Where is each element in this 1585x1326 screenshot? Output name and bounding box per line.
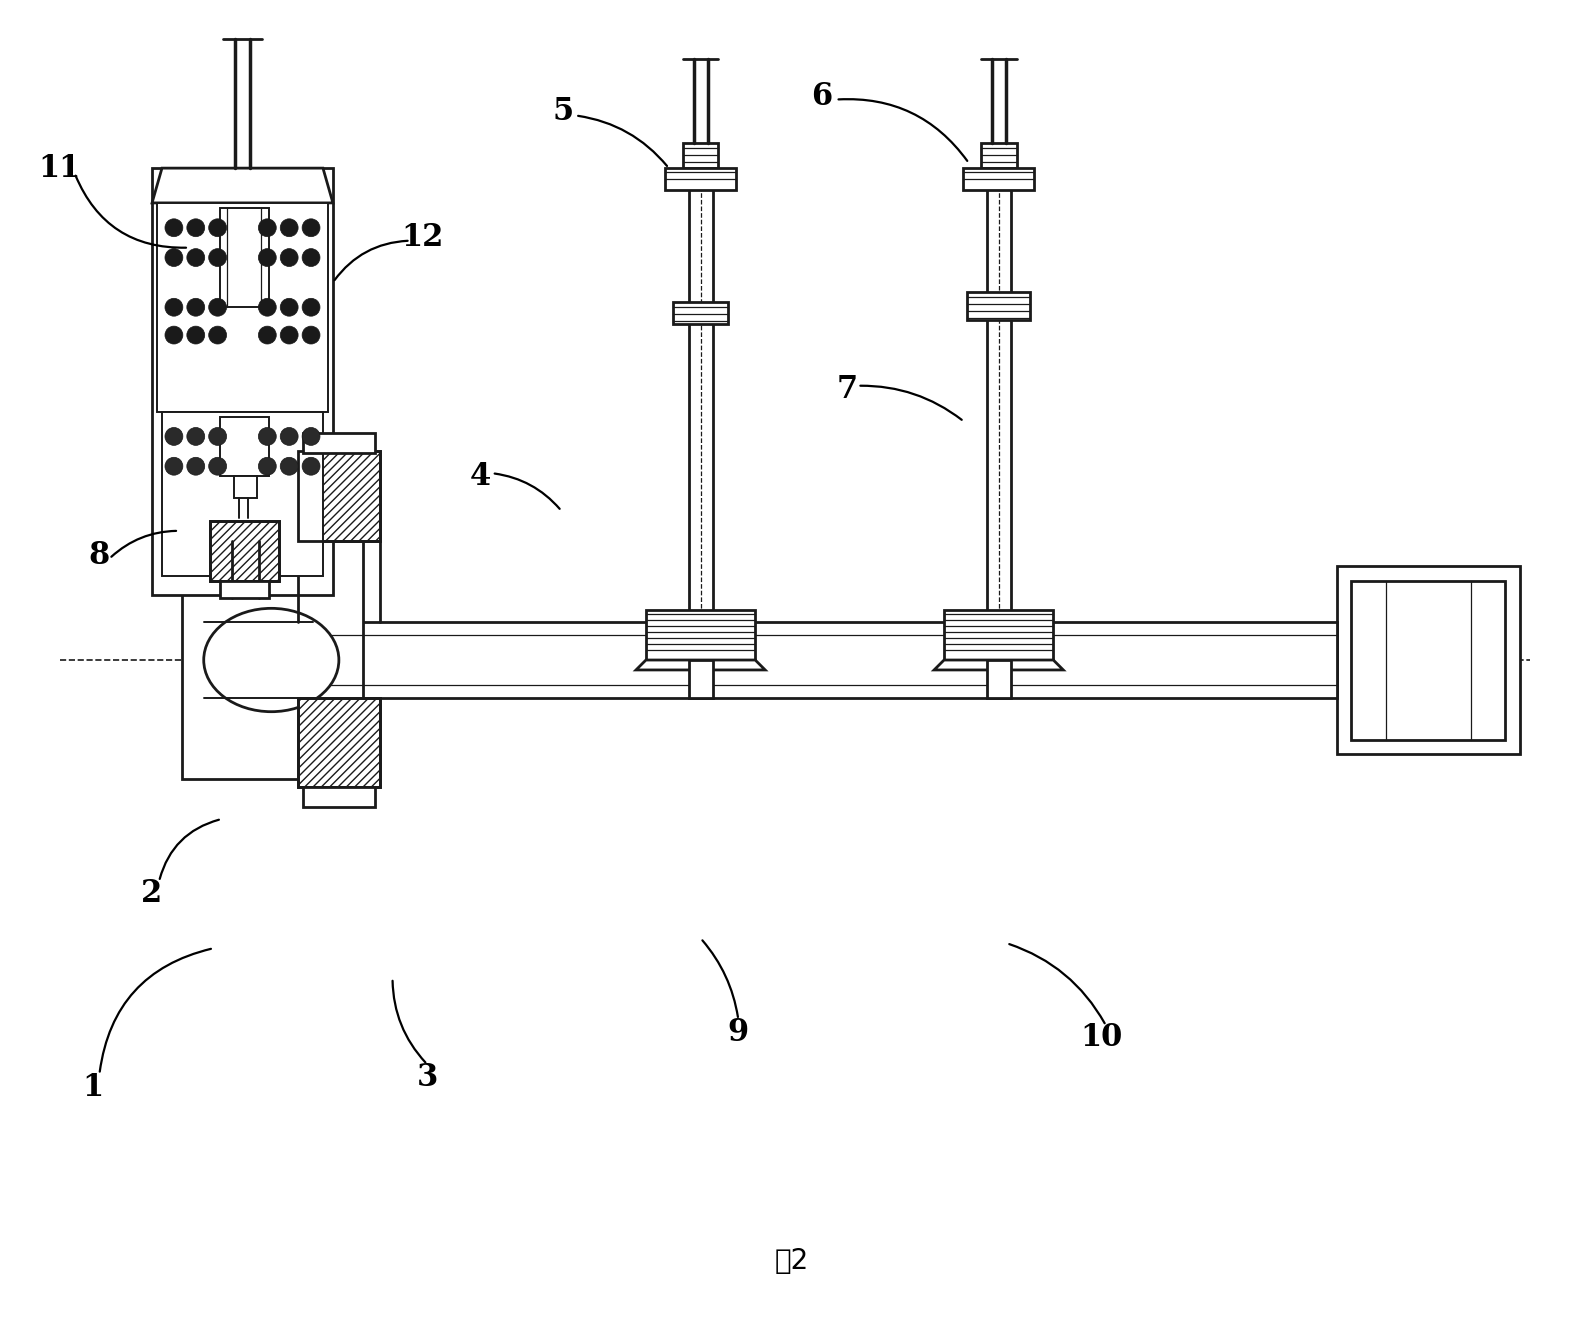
Bar — [303, 434, 374, 453]
Bar — [312, 622, 1336, 697]
Bar — [220, 208, 269, 308]
Text: 4: 4 — [469, 460, 491, 492]
Bar — [1336, 566, 1520, 754]
Bar — [964, 168, 1035, 190]
Bar — [683, 143, 718, 168]
Text: 3: 3 — [417, 1062, 437, 1093]
Ellipse shape — [258, 457, 276, 475]
Ellipse shape — [187, 427, 204, 446]
Polygon shape — [636, 660, 766, 670]
Ellipse shape — [165, 427, 182, 446]
Bar — [220, 581, 269, 598]
Text: 12: 12 — [401, 223, 444, 253]
Bar — [298, 451, 380, 541]
Ellipse shape — [165, 248, 182, 267]
Ellipse shape — [281, 248, 298, 267]
Ellipse shape — [258, 326, 276, 343]
Ellipse shape — [258, 248, 276, 267]
Text: 1: 1 — [82, 1071, 103, 1103]
Ellipse shape — [209, 248, 227, 267]
Bar — [945, 610, 1054, 660]
Bar — [664, 168, 737, 190]
Ellipse shape — [281, 427, 298, 446]
Ellipse shape — [209, 326, 227, 343]
Bar — [298, 697, 380, 788]
Text: 6: 6 — [812, 81, 832, 113]
Text: 图2: 图2 — [775, 1248, 808, 1276]
Bar — [182, 541, 363, 780]
Ellipse shape — [187, 298, 204, 316]
Ellipse shape — [281, 298, 298, 316]
Ellipse shape — [303, 298, 320, 316]
Ellipse shape — [258, 427, 276, 446]
Text: 11: 11 — [38, 152, 81, 183]
Ellipse shape — [187, 326, 204, 343]
Ellipse shape — [303, 457, 320, 475]
Bar — [981, 143, 1016, 168]
Ellipse shape — [258, 219, 276, 237]
Bar — [157, 203, 328, 411]
Text: 7: 7 — [837, 374, 857, 406]
Bar — [209, 521, 279, 581]
Bar — [162, 411, 323, 575]
Polygon shape — [152, 168, 333, 203]
Bar — [987, 149, 1011, 622]
Ellipse shape — [303, 326, 320, 343]
Text: 8: 8 — [89, 540, 109, 572]
Bar — [688, 149, 713, 622]
Ellipse shape — [281, 457, 298, 475]
Ellipse shape — [303, 427, 320, 446]
Bar — [233, 476, 257, 499]
Text: 2: 2 — [141, 878, 163, 910]
Ellipse shape — [165, 219, 182, 237]
Ellipse shape — [204, 609, 339, 712]
Bar — [152, 168, 333, 595]
Ellipse shape — [187, 219, 204, 237]
Ellipse shape — [209, 457, 227, 475]
Ellipse shape — [165, 326, 182, 343]
Ellipse shape — [303, 248, 320, 267]
Ellipse shape — [165, 457, 182, 475]
Ellipse shape — [187, 248, 204, 267]
Ellipse shape — [187, 457, 204, 475]
Text: 9: 9 — [728, 1017, 748, 1048]
Ellipse shape — [303, 219, 320, 237]
Ellipse shape — [209, 427, 227, 446]
Bar — [220, 416, 269, 476]
Bar — [672, 302, 729, 324]
Polygon shape — [934, 660, 1064, 670]
Text: 5: 5 — [553, 95, 574, 127]
Ellipse shape — [258, 298, 276, 316]
Bar — [987, 660, 1011, 697]
Bar — [1352, 581, 1506, 740]
Bar — [303, 788, 374, 808]
Ellipse shape — [209, 298, 227, 316]
Bar — [688, 660, 713, 697]
Ellipse shape — [281, 326, 298, 343]
Bar — [967, 292, 1030, 320]
Bar — [209, 521, 279, 581]
Ellipse shape — [281, 219, 298, 237]
Bar — [647, 610, 754, 660]
Ellipse shape — [165, 298, 182, 316]
Bar — [298, 697, 380, 788]
Ellipse shape — [209, 219, 227, 237]
Text: 10: 10 — [1079, 1022, 1122, 1053]
Bar — [298, 451, 380, 541]
